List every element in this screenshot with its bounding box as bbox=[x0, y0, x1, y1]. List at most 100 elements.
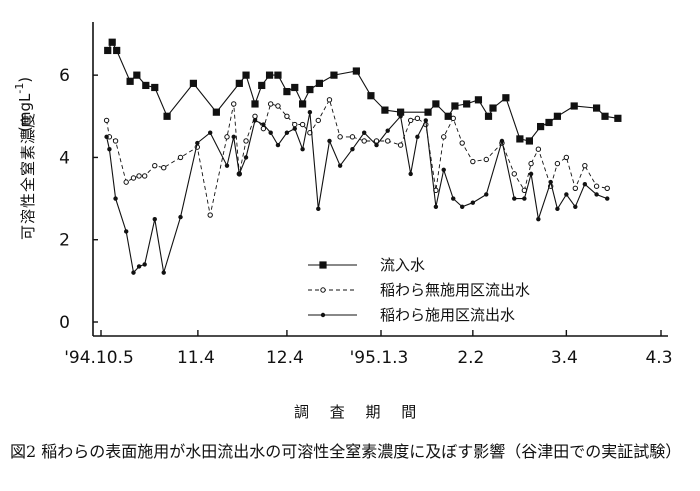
data-point bbox=[582, 162, 588, 169]
data-point bbox=[424, 108, 432, 116]
legend-item: 稲わら施用区流出水 bbox=[308, 306, 515, 324]
data-point bbox=[260, 125, 267, 132]
data-point bbox=[283, 88, 291, 96]
y-unit-close: ) bbox=[16, 77, 34, 83]
data-point bbox=[224, 163, 230, 168]
x-tick-label: '95.1.3 bbox=[350, 348, 409, 368]
data-point bbox=[548, 179, 553, 185]
data-point bbox=[423, 118, 428, 123]
data-point bbox=[284, 130, 290, 135]
data-point bbox=[207, 212, 213, 218]
data-point bbox=[268, 130, 273, 135]
data-point bbox=[136, 264, 142, 269]
x-tick-label: 4.3 bbox=[645, 348, 672, 368]
data-point bbox=[511, 171, 517, 177]
data-point bbox=[299, 121, 306, 128]
data-point bbox=[582, 181, 588, 187]
data-point bbox=[352, 67, 360, 75]
data-point bbox=[397, 142, 404, 148]
data-point bbox=[470, 158, 476, 165]
y-tick-label: 4 bbox=[59, 148, 70, 168]
data-point bbox=[512, 196, 517, 201]
x-axis-label: 調 査 期 間 bbox=[294, 403, 424, 421]
data-point bbox=[267, 101, 274, 107]
data-point bbox=[441, 134, 447, 140]
data-point bbox=[553, 112, 561, 120]
data-point bbox=[113, 196, 118, 201]
data-point bbox=[177, 154, 184, 161]
data-point bbox=[594, 192, 599, 197]
data-point bbox=[299, 100, 307, 108]
data-point bbox=[415, 134, 420, 140]
data-point bbox=[243, 138, 249, 144]
data-point bbox=[522, 196, 527, 201]
data-point bbox=[525, 137, 533, 145]
data-point bbox=[536, 216, 541, 222]
data-point bbox=[151, 83, 159, 92]
figure-caption: 図2 稲わらの表面施用が水田流出水の可溶性全窒素濃度に及ぼす影響（谷津田での実証… bbox=[10, 442, 681, 461]
data-point bbox=[337, 134, 343, 140]
data-point bbox=[136, 173, 142, 179]
data-point bbox=[535, 146, 542, 152]
data-point bbox=[350, 147, 355, 152]
data-point bbox=[163, 112, 171, 120]
data-point bbox=[224, 134, 230, 140]
data-point bbox=[470, 200, 476, 205]
data-point bbox=[275, 142, 281, 148]
data-point bbox=[306, 85, 314, 94]
data-point bbox=[212, 108, 220, 116]
data-point bbox=[605, 196, 610, 201]
series-layer bbox=[103, 38, 622, 275]
data-point bbox=[555, 206, 560, 212]
legend-label: 流入水 bbox=[380, 256, 425, 274]
data-point bbox=[103, 117, 110, 124]
data-point bbox=[381, 106, 389, 114]
x-tick-label: 3.4 bbox=[551, 348, 578, 368]
series-2 bbox=[103, 97, 610, 218]
data-point bbox=[330, 71, 338, 79]
data-point bbox=[133, 71, 141, 79]
data-point bbox=[489, 104, 497, 112]
y-axis-label: 可溶性全窒素濃度 bbox=[19, 112, 37, 240]
series-1 bbox=[104, 38, 622, 145]
data-point bbox=[161, 165, 167, 171]
data-point bbox=[123, 179, 129, 185]
data-point bbox=[300, 147, 305, 152]
data-point bbox=[451, 196, 456, 201]
data-point bbox=[124, 229, 129, 234]
data-point bbox=[112, 138, 119, 144]
x-tick-label: '94.10.5 bbox=[64, 348, 134, 368]
data-point bbox=[433, 204, 439, 209]
data-point bbox=[407, 117, 414, 124]
data-point bbox=[291, 83, 299, 92]
data-point bbox=[385, 128, 390, 133]
data-point bbox=[374, 142, 379, 148]
data-point bbox=[483, 156, 489, 163]
data-point bbox=[131, 270, 136, 275]
data-point bbox=[261, 122, 266, 127]
data-point bbox=[178, 214, 183, 220]
svg-text:(mgL-1): (mgL-1) bbox=[13, 77, 34, 132]
legend-label: 稲わら施用区流出水 bbox=[380, 306, 515, 324]
data-point bbox=[126, 77, 134, 85]
data-point bbox=[408, 171, 413, 177]
data-point bbox=[152, 162, 158, 169]
data-point bbox=[570, 102, 578, 110]
data-point bbox=[161, 270, 166, 275]
data-point bbox=[444, 112, 452, 120]
legend-item: 流入水 bbox=[308, 256, 425, 274]
series-line bbox=[106, 112, 608, 274]
data-point bbox=[367, 92, 375, 100]
data-point bbox=[108, 38, 116, 46]
data-point bbox=[130, 175, 137, 181]
data-point bbox=[284, 113, 290, 119]
data-point bbox=[307, 109, 313, 115]
data-point bbox=[292, 126, 297, 131]
data-point bbox=[208, 130, 213, 135]
legend-marker bbox=[319, 261, 327, 269]
legend-marker bbox=[320, 312, 326, 318]
data-point bbox=[604, 185, 610, 191]
data-point bbox=[242, 71, 250, 79]
x-tick-label: 12.4 bbox=[266, 348, 304, 368]
